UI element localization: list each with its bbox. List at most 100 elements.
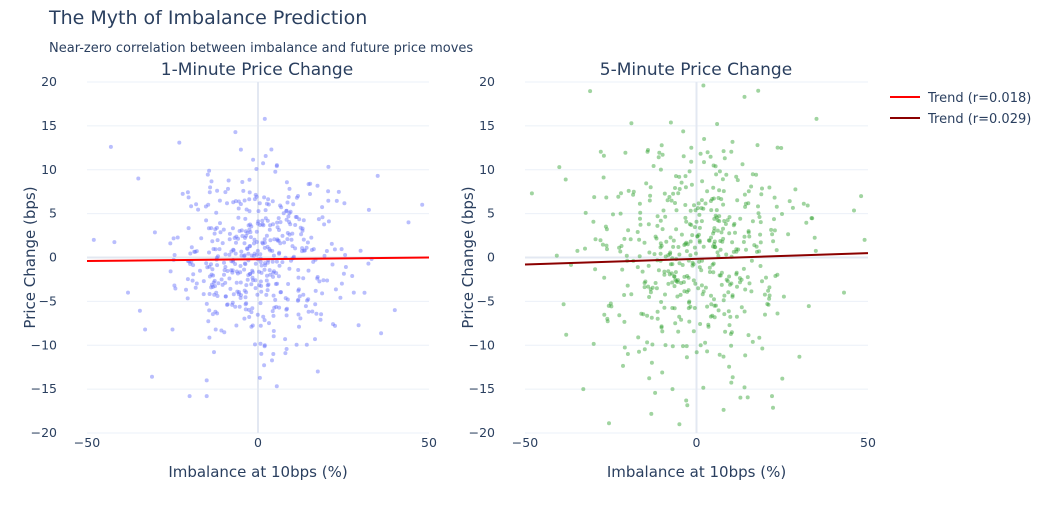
scatter-point xyxy=(685,289,690,294)
scatter-point xyxy=(257,375,262,380)
scatter-point xyxy=(724,252,729,257)
scatter-point xyxy=(238,280,243,285)
scatter-point xyxy=(786,232,791,237)
scatter-point xyxy=(714,172,719,177)
scatter-point xyxy=(650,342,655,347)
scatter-point xyxy=(766,302,771,307)
scatter-point xyxy=(223,294,228,299)
scatter-point xyxy=(658,167,663,172)
scatter-point xyxy=(331,322,335,327)
scatter-point xyxy=(275,220,280,225)
scatter-point xyxy=(730,375,735,380)
scatter-point xyxy=(765,302,770,306)
scatter-point xyxy=(710,262,715,267)
scatter-point xyxy=(366,207,371,212)
scatter-point xyxy=(277,251,281,256)
scatter-point xyxy=(239,249,244,254)
scatter-point xyxy=(670,262,675,267)
scatter-point xyxy=(598,238,603,243)
scatter-point xyxy=(663,343,668,348)
scatter-point xyxy=(258,223,263,227)
scatter-point xyxy=(842,290,846,295)
scatter-point xyxy=(563,177,568,182)
scatter-point xyxy=(302,248,307,253)
scatter-point xyxy=(236,236,240,241)
scatter-point xyxy=(295,298,300,303)
scatter-point xyxy=(806,304,811,309)
scatter-point xyxy=(676,329,681,334)
y-tick-label: 5 xyxy=(487,206,495,221)
scatter-point xyxy=(713,164,718,169)
scatter-point xyxy=(207,335,212,340)
scatter-point xyxy=(699,206,704,211)
scatter-point xyxy=(375,173,380,178)
scatter-point xyxy=(238,147,243,152)
scatter-point xyxy=(192,249,197,254)
scatter-point xyxy=(243,229,248,234)
legend-label[interactable]: Trend (r=0.029) xyxy=(927,112,1031,127)
scatter-point xyxy=(727,323,732,328)
scatter-point xyxy=(285,200,290,205)
scatter-point xyxy=(315,369,320,374)
scatter-point xyxy=(233,251,238,256)
scatter-point xyxy=(217,247,222,252)
scatter-point xyxy=(593,267,598,272)
scatter-point xyxy=(198,268,202,273)
scatter-point xyxy=(655,223,660,228)
scatter-point xyxy=(263,216,268,221)
scatter-point xyxy=(591,341,596,346)
scatter-point xyxy=(204,394,209,399)
scatter-point xyxy=(287,266,292,271)
scatter-point xyxy=(727,215,732,220)
scatter-point xyxy=(677,314,682,319)
scatter-point xyxy=(672,274,677,279)
scatter-point xyxy=(683,174,688,179)
scatter-point xyxy=(342,201,347,206)
scatter-point xyxy=(214,225,219,230)
scatter-point xyxy=(773,274,778,278)
scatter-point xyxy=(279,290,283,295)
scatter-point xyxy=(694,350,699,355)
scatter-point xyxy=(769,227,774,232)
scatter-point xyxy=(242,253,247,258)
scatter-point xyxy=(298,316,303,321)
scatter-point xyxy=(237,229,242,233)
scatter-point xyxy=(322,253,327,258)
scatter-point xyxy=(228,286,233,291)
scatter-point xyxy=(737,276,742,281)
scatter-point xyxy=(194,202,199,207)
scatter-point xyxy=(706,238,711,243)
scatter-point xyxy=(711,261,716,266)
legend-label[interactable]: Trend (r=0.018) xyxy=(927,91,1031,106)
scatter-point xyxy=(262,240,267,245)
scatter-point xyxy=(205,265,210,270)
scatter-point xyxy=(749,258,754,263)
scatter-point xyxy=(685,274,690,278)
scatter-point xyxy=(660,227,665,232)
scatter-point xyxy=(311,247,316,252)
scatter-point xyxy=(245,277,250,282)
scatter-point xyxy=(735,284,739,289)
scatter-point xyxy=(700,179,705,184)
scatter-point xyxy=(212,231,217,236)
scatter-point xyxy=(686,275,691,280)
scatter-point xyxy=(717,188,722,193)
scatter-point xyxy=(660,329,665,334)
scatter-point xyxy=(234,234,239,239)
scatter-point xyxy=(654,286,659,291)
scatter-point xyxy=(245,246,250,251)
scatter-point xyxy=(273,282,278,286)
scatter-point xyxy=(247,244,252,249)
scatter-point xyxy=(691,262,696,267)
scatter-point xyxy=(227,237,232,242)
scatter-point xyxy=(729,149,734,154)
scatter-point xyxy=(663,254,668,259)
scatter-point xyxy=(209,285,214,290)
scatter-point xyxy=(693,208,698,213)
scatter-point xyxy=(255,292,260,297)
y-tick-label: 0 xyxy=(49,250,57,265)
scatter-point xyxy=(626,188,631,193)
legend: Trend (r=0.018) Trend (r=0.029) xyxy=(890,91,1031,127)
scatter-point xyxy=(708,199,713,203)
scatter-point xyxy=(191,263,196,268)
